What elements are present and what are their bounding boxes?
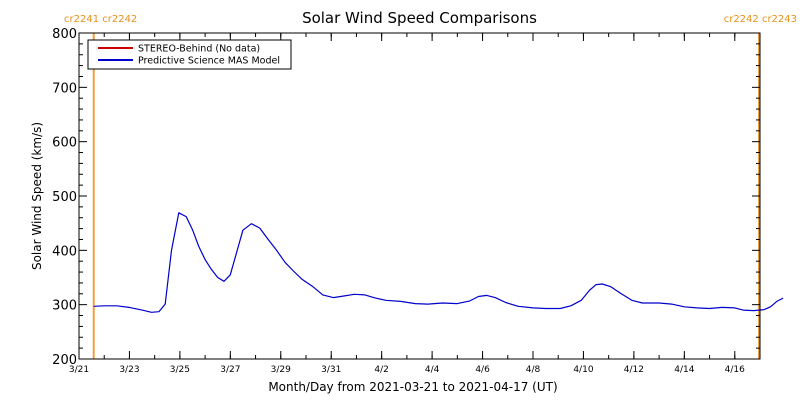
y-tick-label: 800 xyxy=(52,27,77,42)
x-tick-label: 4/10 xyxy=(573,365,593,375)
x-tick-label: 4/4 xyxy=(425,365,440,375)
x-tick-label: 4/8 xyxy=(526,365,541,375)
x-tick-label: 3/27 xyxy=(220,365,240,375)
chart-legend: STEREO-Behind (No data)Predictive Scienc… xyxy=(87,39,292,70)
x-tick-label: 4/2 xyxy=(374,365,388,375)
series-layer xyxy=(93,212,784,313)
y-tick-label: 400 xyxy=(52,244,77,259)
carrington-labels: cr2241 cr2242 cr2242 cr2243 xyxy=(64,14,797,25)
x-tick-label: 4/14 xyxy=(674,365,694,375)
x-tick-label: 4/6 xyxy=(475,365,490,375)
y-axis-label: Solar Wind Speed (km/s) xyxy=(30,122,44,270)
x-tick-label: 3/31 xyxy=(321,365,341,375)
y-tick-label: 500 xyxy=(52,190,77,205)
x-axis: 3/21 3/23 3/25 3/27 3/29 3/31 4/2 4/4 4/6 4/8 4/10… xyxy=(69,33,761,375)
carrington-label: cr2242 cr2243 xyxy=(724,14,797,25)
x-tick-label: 3/21 xyxy=(69,365,89,375)
carrington-markers xyxy=(92,33,760,359)
y-tick-label: 300 xyxy=(52,299,77,314)
x-tick-label: 4/12 xyxy=(624,365,644,375)
legend-label: Predictive Science MAS Model xyxy=(138,56,280,67)
x-tick-label: 3/25 xyxy=(170,365,190,375)
legend-label: STEREO-Behind (No data) xyxy=(138,44,260,55)
x-tick-label: 3/23 xyxy=(119,365,139,375)
x-tick-label: 3/29 xyxy=(271,365,291,375)
y-tick-label: 200 xyxy=(52,353,77,368)
series-line xyxy=(93,212,784,313)
x-axis-label: Month/Day from 2021-03-21 to 2021-04-17 … xyxy=(268,380,557,394)
y-tick-label: 700 xyxy=(52,81,77,96)
y-axis: 200 300 400 500 600 700 800 xyxy=(52,27,760,368)
x-tick-label: 4/16 xyxy=(725,365,745,375)
carrington-label: cr2241 cr2242 xyxy=(64,14,137,25)
chart-title: Solar Wind Speed Comparisons xyxy=(302,9,537,27)
legend-box xyxy=(87,39,292,70)
y-tick-label: 600 xyxy=(52,136,77,151)
plot-area-frame xyxy=(78,32,761,360)
